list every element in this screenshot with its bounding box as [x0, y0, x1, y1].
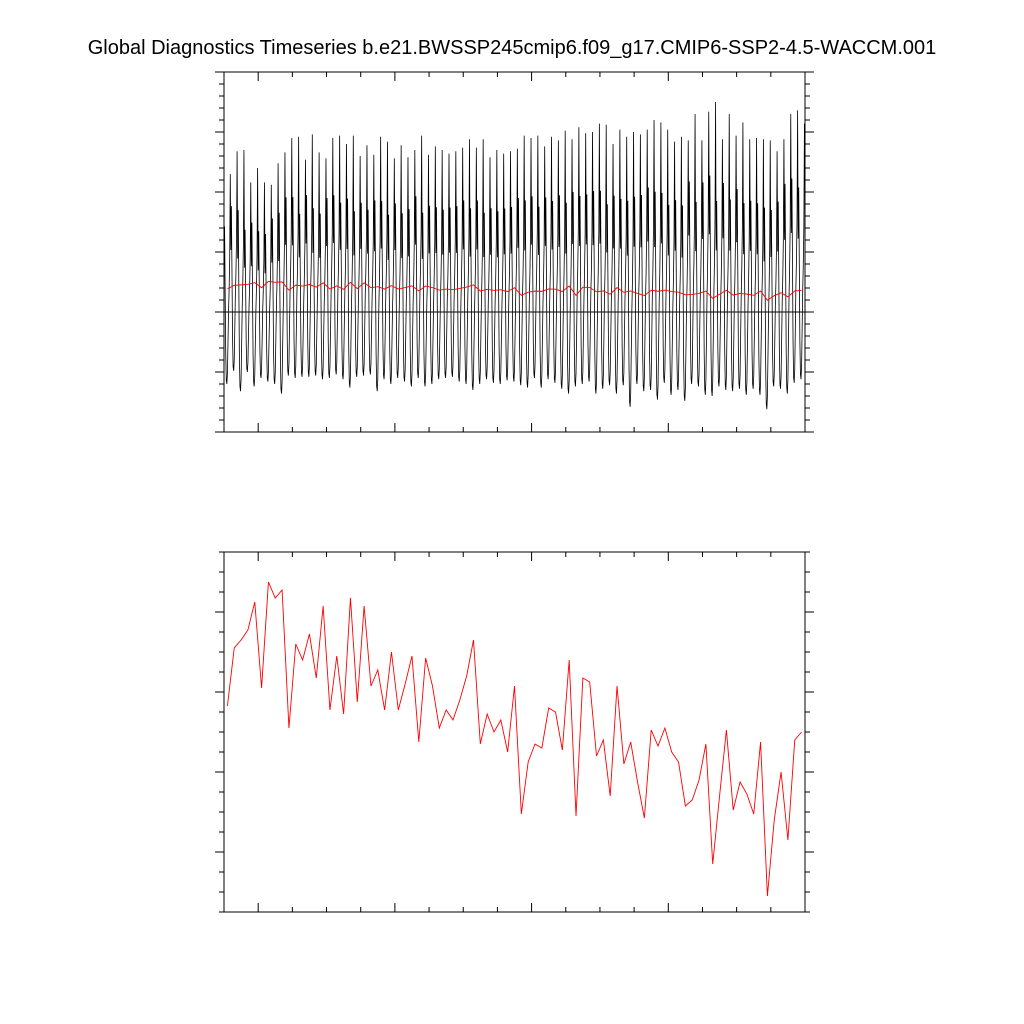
plot-area	[224, 101, 805, 410]
annual-series-line	[226, 581, 802, 897]
bottom-panel	[215, 551, 814, 913]
plot-area	[226, 581, 802, 897]
annual-mean-line	[227, 280, 802, 301]
plot-frame	[223, 551, 806, 913]
figure-title: Global Diagnostics Timeseries b.e21.BWSS…	[88, 37, 937, 59]
top-panel	[215, 71, 814, 433]
monthly-series-line	[224, 101, 805, 410]
